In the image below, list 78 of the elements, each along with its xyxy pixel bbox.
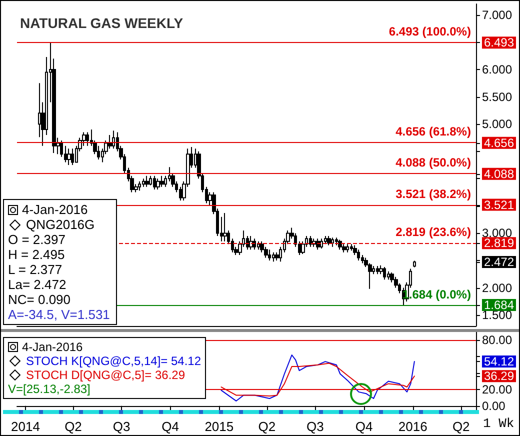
x-tick-label: Q4: [355, 419, 373, 434]
candlestick: [335, 237, 338, 246]
annotation: 4-Jan-2016: [22, 340, 83, 354]
candlestick: [350, 244, 353, 252]
candlestick: [387, 270, 390, 280]
y-tick-label: 0.00: [482, 398, 506, 413]
candlestick: [86, 132, 89, 146]
candlestick: [357, 249, 360, 262]
y-tick-label: 6.000: [482, 62, 512, 76]
y-tick-label: 4.088: [484, 166, 514, 181]
x-tick-label: Q3: [306, 419, 324, 434]
candlestick: [309, 235, 312, 248]
x-tick-label: Q2: [64, 419, 82, 434]
candlestick: [342, 244, 346, 253]
text: STOCH K[QNG@C,5,14]= 54.12: [26, 354, 202, 368]
x-tick-label: 2014: [11, 419, 40, 434]
text: 1 Wk: [483, 416, 514, 431]
annotation: H = 2.495: [8, 247, 65, 262]
candlestick: [249, 235, 253, 250]
y-tick-label: 2.819: [484, 236, 514, 250]
candlestick: [160, 175, 164, 188]
annotation: QNG2016G: [26, 217, 95, 232]
text: STOCH D[QNG@C,5]= 36.29: [26, 368, 186, 382]
candlestick: [268, 249, 271, 262]
candlestick: [272, 252, 275, 262]
x-tick-label: Q2: [258, 419, 276, 434]
y-tick-label: 2.472: [484, 255, 514, 270]
text: NATURAL GAS WEEKLY: [20, 15, 184, 31]
candlestick: [324, 235, 327, 245]
candlestick: [112, 130, 115, 150]
y-tick-label: 80.00: [482, 333, 512, 348]
y-tick-label: 1.684: [484, 298, 514, 312]
candlestick: [71, 148, 74, 166]
candlestick: [67, 148, 71, 166]
candlestick: [331, 237, 334, 248]
candlestick: [257, 240, 260, 250]
y-tick-label: 5.000: [482, 117, 512, 132]
ref-line-label: 3.521 (38.2%): [396, 186, 471, 201]
annotation: 4-Jan-2016: [22, 202, 88, 217]
candlestick: [253, 238, 256, 250]
candlestick: [138, 180, 141, 192]
x-tick-label: 2015: [204, 419, 234, 434]
annotation: NC= 0.090: [8, 292, 71, 307]
annotation: La= 2.472: [8, 277, 66, 292]
candlestick: [346, 244, 349, 253]
y-tick-label: 5.500: [482, 90, 512, 104]
candlestick: [320, 238, 323, 249]
y-tick-label: 6.493: [484, 36, 514, 50]
annotation: V=[25.13,-2.83]: [8, 382, 90, 396]
candlestick: [327, 235, 331, 246]
candlestick: [413, 260, 416, 268]
y-tick-label: 54.12: [484, 354, 514, 368]
annotation: A=-34.5, V=1.531: [8, 307, 110, 322]
candlestick: [376, 265, 379, 275]
candlestick: [145, 175, 149, 188]
y-tick-label: 4.656: [484, 136, 514, 150]
candlestick: [153, 175, 156, 190]
candlestick: [338, 239, 342, 250]
y-tick-label: 36.29: [484, 369, 514, 384]
candlestick: [383, 266, 386, 280]
y-tick-label: 2.000: [482, 280, 512, 295]
candlestick: [149, 175, 152, 186]
ref-line-label: 4.656 (61.8%): [396, 124, 471, 139]
y-tick-label: 20.00: [482, 382, 512, 396]
y-tick-label: 3.521: [484, 198, 514, 212]
x-tick-label: 2016: [398, 419, 428, 434]
candlestick: [156, 178, 160, 190]
ref-line-label: 6.493 (100.0%): [388, 24, 471, 39]
annotation: O = 2.397: [8, 232, 66, 247]
x-tick-label: Q3: [112, 419, 130, 434]
x-tick-label: Q2: [452, 419, 470, 434]
annotation: L = 2.377: [8, 262, 62, 277]
x-tick-label: Q4: [162, 419, 180, 434]
ref-line-label: 2.819 (23.6%): [396, 225, 471, 240]
y-tick-label: 7.000: [482, 8, 512, 22]
ref-line-label: 4.088 (50.0%): [396, 156, 471, 170]
candlestick: [142, 178, 145, 188]
candlestick: [223, 212, 227, 242]
